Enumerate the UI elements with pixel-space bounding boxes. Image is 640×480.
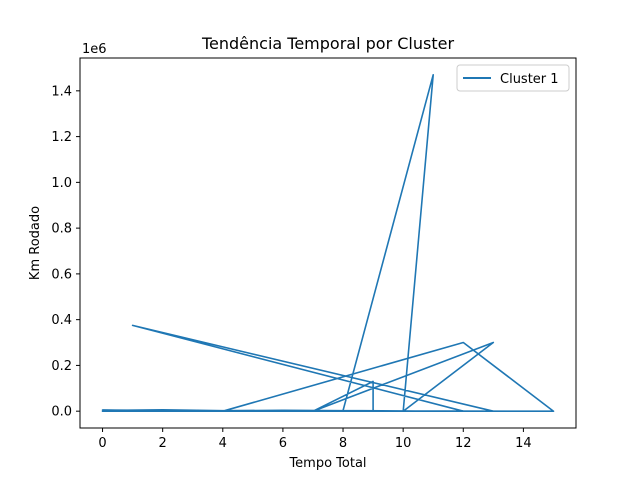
x-tick-label: 6 [279,436,287,451]
plot-frame [79,57,577,429]
y-axis-scale-label: 1e6 [82,42,107,57]
y-tick-label: 0.0 [51,405,72,420]
legend-label-cluster-1: Cluster 1 [500,72,559,87]
chart-title: Tendência Temporal por Cluster [201,34,454,53]
x-axis-ticks: 0 2 4 6 8 10 12 14 [98,428,532,451]
series-line-1 [101,74,555,413]
legend: Cluster 1 [456,64,570,92]
x-tick-label: 10 [395,436,412,451]
x-tick-label: 2 [159,436,167,451]
x-tick-label: 4 [219,436,227,451]
series-layer [101,74,555,413]
y-tick-label: 1.2 [51,130,72,145]
x-tick-label: 8 [339,436,347,451]
y-tick-label: 0.2 [51,359,72,374]
y-axis-ticks: 0.0 0.2 0.4 0.6 0.8 1.0 1.2 1.4 [51,84,80,420]
y-tick-label: 0.8 [51,222,72,237]
y-tick-label: 1.4 [51,84,72,99]
x-tick-label: 14 [515,436,532,451]
x-tick-label: 0 [98,436,106,451]
legend-box [456,64,570,92]
y-axis-label: Km Rodado [28,206,43,280]
x-axis-label: Tempo Total [288,456,366,471]
x-tick-label: 12 [455,436,472,451]
y-tick-label: 0.6 [51,267,72,282]
y-tick-label: 1.0 [51,176,72,191]
y-tick-label: 0.4 [51,313,72,328]
